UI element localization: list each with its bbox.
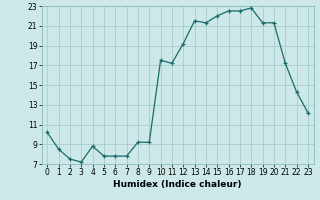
X-axis label: Humidex (Indice chaleur): Humidex (Indice chaleur): [113, 180, 242, 189]
